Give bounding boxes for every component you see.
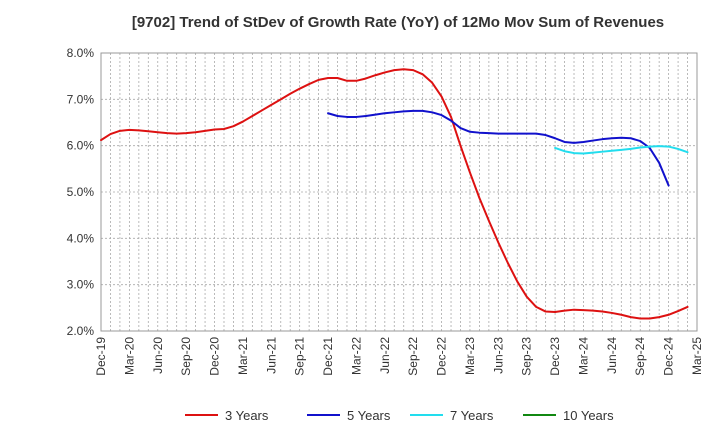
x-axis: Dec-19 Mar-20 Jun-20 Sep-20 Dec-20 Mar-21 Jun-…	[94, 337, 704, 376]
y-tick-label: 2.0%	[67, 324, 95, 338]
plot-frame	[100, 52, 698, 332]
x-tick-label: Jun-22	[378, 337, 392, 374]
x-tick-label: Dec-20	[208, 337, 222, 376]
legend-label: 5 Years	[347, 408, 391, 423]
x-tick-label: Dec-19	[94, 337, 108, 376]
x-tick-label: Dec-23	[548, 337, 562, 376]
x-tick-label: Sep-23	[520, 337, 534, 376]
legend-label: 7 Years	[450, 408, 494, 423]
chart-title: [9702] Trend of StDev of Growth Rate (Yo…	[131, 14, 665, 31]
x-tick-label: Dec-24	[662, 337, 676, 376]
x-tick-label: Mar-20	[122, 337, 136, 375]
legend-label: 10 Years	[563, 408, 614, 423]
x-tick-label: Mar-24	[576, 337, 590, 375]
x-tick-label: Mar-23	[463, 337, 477, 375]
x-tick-label: Jun-21	[264, 337, 278, 374]
legend: 3 Years 5 Years 7 Years 10 Years	[185, 408, 614, 423]
y-tick-label: 4.0%	[67, 231, 95, 245]
y-tick-label: 7.0%	[67, 92, 95, 106]
y-tick-label: 3.0%	[67, 278, 95, 292]
legend-label: 3 Years	[225, 408, 269, 423]
series-line-3-years	[100, 68, 689, 320]
y-axis: 2.0% 3.0% 4.0% 5.0% 6.0% 7.0% 8.0%	[67, 46, 95, 338]
x-tick-label: Sep-24	[633, 337, 647, 376]
y-tick-label: 6.0%	[67, 139, 95, 153]
series-line-5-years	[327, 109, 670, 187]
x-tick-label: Dec-21	[321, 337, 335, 376]
x-tick-label: Sep-22	[406, 337, 420, 376]
y-tick-label: 8.0%	[67, 46, 95, 60]
x-tick-label: Mar-22	[349, 337, 363, 375]
series-line-7-years	[554, 145, 689, 155]
grid	[101, 53, 697, 331]
x-tick-label: Jun-24	[605, 337, 619, 374]
x-tick-label: Jun-20	[151, 337, 165, 374]
x-tick-label: Mar-21	[236, 337, 250, 375]
y-tick-label: 5.0%	[67, 185, 95, 199]
x-tick-label: Jun-23	[491, 337, 505, 374]
x-tick-label: Sep-20	[179, 337, 193, 376]
x-tick-label: Mar-25	[690, 337, 704, 375]
series-lines	[100, 68, 689, 320]
x-tick-label: Dec-22	[435, 337, 449, 376]
x-tick-label: Sep-21	[293, 337, 307, 376]
